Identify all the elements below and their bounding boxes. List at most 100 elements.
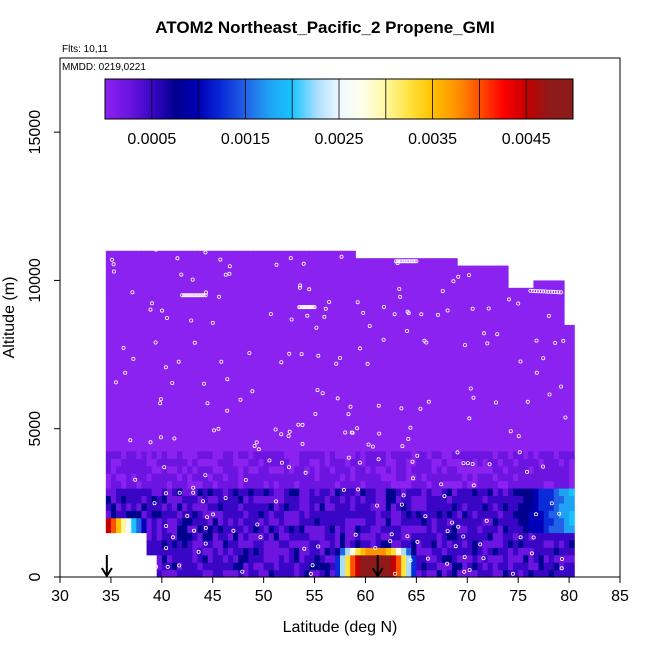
heat-cell xyxy=(182,317,188,326)
heat-cell xyxy=(131,458,137,467)
heat-cell xyxy=(441,332,448,341)
heat-cell xyxy=(497,287,504,296)
heat-cell xyxy=(543,428,550,437)
heat-cell xyxy=(319,488,326,497)
heat-cell xyxy=(569,384,575,393)
heat-cell xyxy=(294,324,300,333)
heat-cell xyxy=(538,391,545,400)
heat-cell xyxy=(192,317,199,326)
heat-cell xyxy=(558,280,565,289)
heat-cell xyxy=(350,458,356,467)
heat-cell xyxy=(416,406,423,415)
sample-point xyxy=(315,388,320,393)
heat-cell xyxy=(212,502,219,511)
heat-cell xyxy=(477,569,484,578)
heat-cell xyxy=(126,399,132,408)
heat-cell xyxy=(202,339,209,348)
heat-cell xyxy=(105,480,112,489)
heat-cell xyxy=(289,450,295,459)
heat-cell xyxy=(487,443,494,452)
heat-cell xyxy=(253,488,260,497)
heat-cell xyxy=(299,280,305,289)
heat-cell xyxy=(309,436,316,445)
heat-cell xyxy=(528,539,535,548)
heat-cell xyxy=(197,302,204,311)
heat-cell xyxy=(273,517,280,526)
heat-cell xyxy=(146,510,153,519)
sample-point xyxy=(518,535,523,540)
heat-cell xyxy=(304,280,311,289)
sample-point xyxy=(308,305,313,310)
heat-cell xyxy=(105,384,112,393)
heat-cell xyxy=(375,324,382,333)
sample-point xyxy=(399,502,404,507)
heat-cell xyxy=(278,510,285,519)
sample-point xyxy=(376,457,381,462)
heat-cell xyxy=(121,295,127,304)
heat-cell xyxy=(268,465,275,474)
heat-cell xyxy=(217,361,224,370)
heat-cell xyxy=(467,324,473,333)
heat-cell xyxy=(436,295,443,304)
heat-cell xyxy=(487,361,494,370)
heat-cell xyxy=(238,354,244,363)
heat-cell xyxy=(569,532,575,541)
heat-cell xyxy=(457,562,463,571)
sample-point xyxy=(534,370,539,375)
heat-cell xyxy=(324,569,331,578)
heat-cell xyxy=(334,376,341,385)
sample-point xyxy=(191,485,196,490)
heat-cell xyxy=(436,361,443,370)
heat-cell xyxy=(166,295,173,304)
heat-cell xyxy=(212,428,219,437)
heat-cell xyxy=(294,250,300,259)
heat-cell xyxy=(385,339,392,348)
heat-cell xyxy=(390,310,397,319)
heat-cell xyxy=(380,258,387,267)
heat-cell xyxy=(411,421,417,430)
heat-cell xyxy=(426,450,433,459)
heat-cell xyxy=(212,413,219,422)
heat-cell xyxy=(258,569,265,578)
heat-cell xyxy=(187,554,193,563)
heat-cell xyxy=(121,280,127,289)
heat-cell xyxy=(426,258,433,267)
x-tick-label: 40 xyxy=(153,588,171,605)
heat-cell xyxy=(518,421,524,430)
heat-cell xyxy=(533,310,540,319)
heat-cell xyxy=(416,361,423,370)
heat-cell xyxy=(548,488,555,497)
heat-cell xyxy=(278,465,285,474)
heat-cell xyxy=(370,302,377,311)
heat-cell xyxy=(416,324,423,333)
heat-cell xyxy=(273,324,280,333)
heat-cell xyxy=(457,302,463,311)
heat-cell xyxy=(233,554,239,563)
heat-cell xyxy=(192,399,199,408)
heat-cell xyxy=(121,495,127,504)
sample-point xyxy=(533,289,538,294)
heat-cell xyxy=(523,480,529,489)
heat-cell xyxy=(457,310,463,319)
heat-cell xyxy=(172,317,178,326)
heat-cell xyxy=(243,273,249,282)
heat-cell xyxy=(538,525,545,534)
heat-cell xyxy=(136,369,143,378)
heat-cell xyxy=(396,562,402,571)
heat-cell xyxy=(268,310,275,319)
heat-cell xyxy=(166,273,173,282)
heat-cell xyxy=(426,280,433,289)
heat-cell xyxy=(533,510,540,519)
heat-cell xyxy=(406,287,412,296)
heat-cell xyxy=(411,554,417,563)
heat-cell xyxy=(375,421,382,430)
heat-cell xyxy=(502,376,509,385)
heat-cell xyxy=(116,250,122,259)
heat-cell xyxy=(278,310,285,319)
heat-cell xyxy=(569,361,575,370)
colorbar-block xyxy=(222,79,246,119)
heat-cell xyxy=(564,376,570,385)
heat-cell xyxy=(258,473,265,482)
heat-cell xyxy=(421,428,428,437)
heat-cell xyxy=(553,465,560,474)
